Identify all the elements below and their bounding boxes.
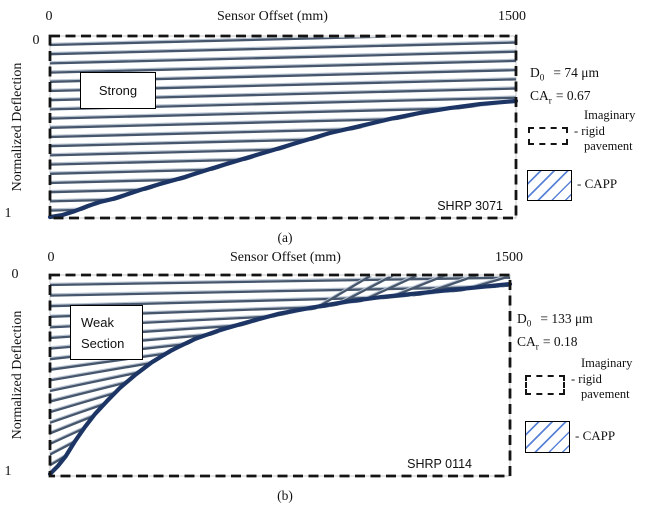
chart-b-x-axis-label: Sensor Offset (mm) bbox=[230, 250, 341, 265]
chart-b-legend-capp-swatch bbox=[525, 421, 570, 453]
chart-a-x-tick-0: 0 bbox=[45, 9, 53, 24]
chart-b-y-axis-label: Normalized Deflection bbox=[10, 310, 25, 440]
chart-a-shrp-label: SHRP 3071 bbox=[437, 199, 503, 213]
chart-b-metrics: D0 = 133 μm CAr = 0.18 bbox=[517, 310, 593, 355]
chart-b-car-value: CAr = 0.18 bbox=[517, 333, 578, 352]
chart-a-car-value: CAr = 0.67 bbox=[530, 87, 591, 106]
chart-b-x-tick-1500: 1500 bbox=[495, 250, 523, 265]
chart-b-section-label: Weak Section bbox=[70, 305, 143, 360]
chart-a-y-axis-label: Normalized Deflection bbox=[10, 62, 25, 192]
chart-a-caption: (a) bbox=[277, 230, 293, 245]
chart-b-y-tick-0: 0 bbox=[11, 267, 19, 282]
chart-a-y-tick-1: 1 bbox=[4, 206, 12, 221]
chart-a-legend-rigid-pavement-label: Imaginary - rigid pavement bbox=[574, 108, 636, 153]
chart-b-shrp-label: SHRP 0114 bbox=[407, 457, 472, 471]
legend-dash: - bbox=[575, 428, 580, 443]
chart-b-legend-rigid-pavement-label: Imaginary - rigid pavement bbox=[571, 356, 633, 401]
chart-b-caption: (b) bbox=[277, 488, 293, 503]
chart-a-plot bbox=[47, 34, 519, 220]
chart-a-d0-value: D0 = 74 μm bbox=[530, 65, 599, 83]
legend-dash: - bbox=[577, 176, 582, 191]
chart-a-metrics: D0 = 74 μm CAr = 0.67 bbox=[530, 64, 599, 109]
chart-a-section-label: Strong bbox=[80, 72, 156, 109]
chart-a-x-tick-1500: 1500 bbox=[498, 9, 526, 24]
chart-a-legend-capp-swatch bbox=[527, 170, 572, 201]
legend-dash: - bbox=[571, 371, 576, 386]
chart-a-legend-rigid-pavement-swatch bbox=[528, 127, 568, 145]
chart-b-legend-capp-label: - CAPP bbox=[575, 428, 616, 443]
chart-b-x-tick-0: 0 bbox=[47, 250, 55, 265]
chart-a-y-tick-0: 0 bbox=[32, 33, 40, 48]
chart-b-d0-value: D0 = 133 μm bbox=[517, 311, 593, 329]
chart-b-legend-rigid-pavement-swatch bbox=[525, 375, 565, 395]
chart-a-legend-capp-label: - CAPP bbox=[577, 176, 618, 191]
legend-dash: - bbox=[574, 123, 579, 138]
chart-b-y-tick-1: 1 bbox=[4, 464, 12, 479]
chart-a-x-axis-label: Sensor Offset (mm) bbox=[217, 9, 328, 24]
